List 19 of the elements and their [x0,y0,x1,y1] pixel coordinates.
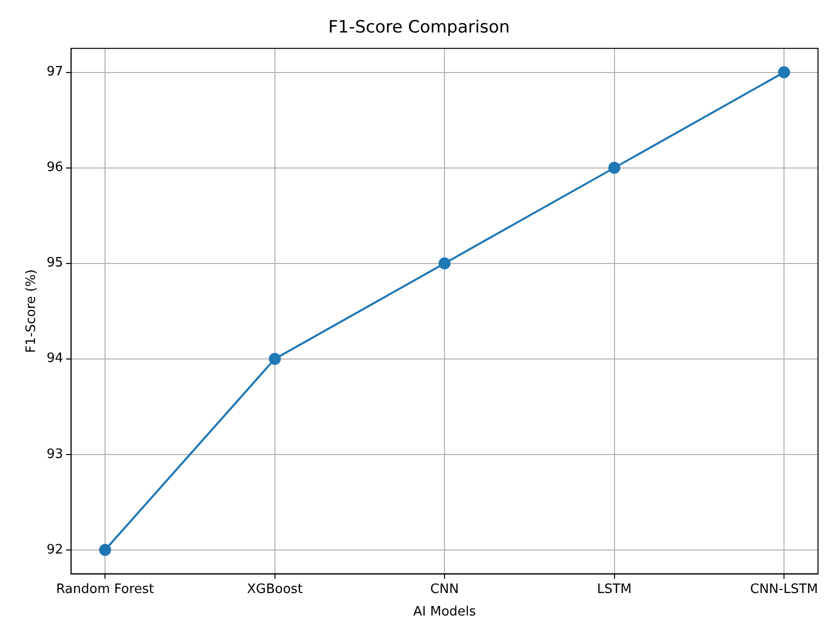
x-tick-label: CNN [430,582,459,597]
chart-title: F1-Score Comparison [328,18,510,38]
y-axis-title: F1-Score (%) [24,269,40,353]
y-tick-label: 95 [46,256,64,271]
y-tick-label: 94 [46,351,64,366]
y-tick-label: 97 [46,64,64,80]
x-axis-title: AI Models [413,604,476,620]
x-tick-label: CNN-LSTM [750,582,818,597]
x-tick-label: LSTM [596,582,632,597]
x-tick-label: XGBoost [246,582,303,597]
x-tick-label: Random Forest [56,582,154,597]
point [778,66,790,78]
y-tick-label: 92 [46,542,64,558]
y-tick-label: 93 [46,446,64,462]
y-tick-label: 96 [46,160,64,176]
point [608,162,620,174]
point [438,257,451,270]
point [268,352,281,365]
point [99,544,112,556]
